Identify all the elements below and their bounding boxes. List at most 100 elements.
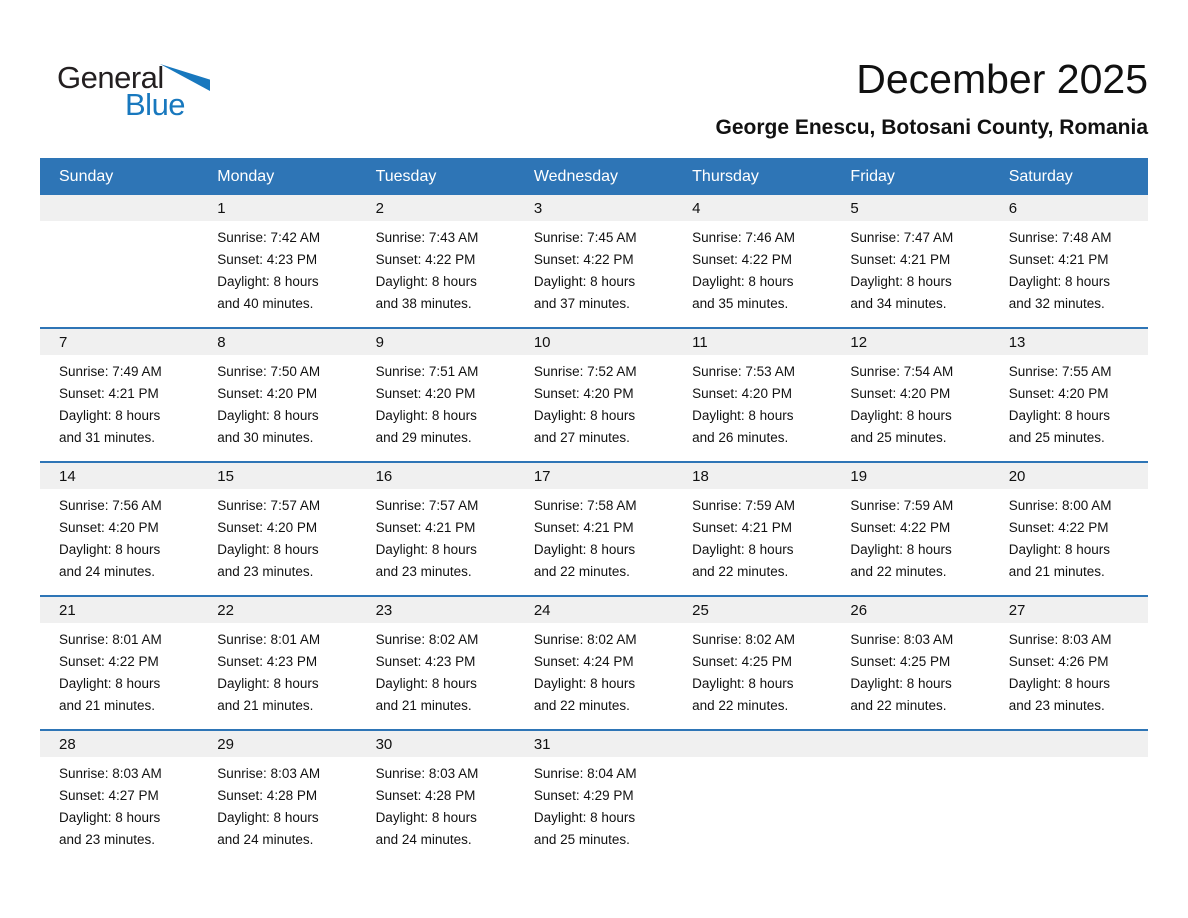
daylight-line-1: Daylight: 8 hours xyxy=(375,676,477,691)
day-details: Sunrise: 7:54 AM Sunset: 4:20 PM Daylight:… xyxy=(831,355,989,461)
sunset-line: Sunset: 4:27 PM xyxy=(59,788,159,803)
day-number xyxy=(989,731,1148,757)
daylight-line-1: Daylight: 8 hours xyxy=(375,542,477,557)
week-row: 14 Sunrise: 7:56 AM Sunset: 4:20 PM Dayligh… xyxy=(40,461,1148,595)
day-number: 4 xyxy=(673,195,832,221)
day-details xyxy=(40,221,198,327)
day-number: 23 xyxy=(356,597,515,623)
sunrise-line: Sunrise: 7:58 AM xyxy=(533,498,637,513)
sunset-line: Sunset: 4:21 PM xyxy=(59,386,159,401)
week-row: 1 Sunrise: 7:42 AM Sunset: 4:23 PM Daylight… xyxy=(40,195,1148,327)
weekday-header-monday: Monday xyxy=(217,168,275,185)
daylight-line-1: Daylight: 8 hours xyxy=(217,810,319,825)
day-number: 30 xyxy=(356,731,515,757)
day-details: Sunrise: 8:03 AM Sunset: 4:28 PM Daylight:… xyxy=(198,757,356,863)
daylight-line-1: Daylight: 8 hours xyxy=(217,274,319,289)
day-cell-4: 4 Sunrise: 7:46 AM Sunset: 4:22 PM Daylight… xyxy=(673,195,832,327)
day-number: 10 xyxy=(514,329,674,355)
daylight-line-2: and 35 minutes. xyxy=(692,296,789,311)
sunset-line: Sunset: 4:26 PM xyxy=(1008,654,1109,669)
sunrise-line: Sunrise: 8:03 AM xyxy=(375,766,479,781)
day-details: Sunrise: 8:02 AM Sunset: 4:25 PM Daylight:… xyxy=(673,623,831,729)
logo-text-blue: Blue xyxy=(125,87,186,122)
sunrise-line: Sunrise: 7:42 AM xyxy=(217,230,321,245)
day-cell-6: 6 Sunrise: 7:48 AM Sunset: 4:21 PM Daylight… xyxy=(989,195,1148,327)
sunset-line: Sunset: 4:22 PM xyxy=(850,520,951,535)
sunset-line: Sunset: 4:21 PM xyxy=(692,520,792,535)
day-number: 12 xyxy=(831,329,990,355)
day-number: 20 xyxy=(989,463,1148,489)
sunset-line: Sunset: 4:22 PM xyxy=(533,252,634,267)
daylight-line-1: Daylight: 8 hours xyxy=(59,810,161,825)
sunrise-line: Sunrise: 8:03 AM xyxy=(850,632,954,647)
day-details: Sunrise: 8:01 AM Sunset: 4:22 PM Daylight:… xyxy=(40,623,198,729)
daylight-line-2: and 26 minutes. xyxy=(692,430,789,445)
weekday-header-saturday: Saturday xyxy=(1008,168,1073,185)
day-cell-30: 30 Sunrise: 8:03 AM Sunset: 4:28 PM Dayligh… xyxy=(356,731,515,863)
sunset-line: Sunset: 4:22 PM xyxy=(1008,520,1109,535)
daylight-line-1: Daylight: 8 hours xyxy=(692,274,794,289)
sunrise-line: Sunrise: 7:46 AM xyxy=(692,230,795,245)
day-cell-7: 7 Sunrise: 7:49 AM Sunset: 4:21 PM Daylight… xyxy=(40,329,199,461)
daylight-line-2: and 23 minutes. xyxy=(59,832,156,847)
sunset-line: Sunset: 4:29 PM xyxy=(533,788,634,803)
sunset-line: Sunset: 4:20 PM xyxy=(59,520,159,535)
daylight-line-1: Daylight: 8 hours xyxy=(533,542,636,557)
day-number: 27 xyxy=(989,597,1148,623)
sunrise-line: Sunrise: 7:49 AM xyxy=(59,364,162,379)
daylight-line-2: and 29 minutes. xyxy=(375,430,472,445)
weekday-header-friday: Friday xyxy=(850,168,895,185)
sunrise-line: Sunrise: 7:57 AM xyxy=(375,498,479,513)
sunset-line: Sunset: 4:22 PM xyxy=(59,654,159,669)
daylight-line-1: Daylight: 8 hours xyxy=(692,542,794,557)
day-cell-16: 16 Sunrise: 7:57 AM Sunset: 4:21 PM Dayligh… xyxy=(356,463,515,595)
sunrise-line: Sunrise: 7:54 AM xyxy=(850,364,954,379)
sunset-line: Sunset: 4:20 PM xyxy=(217,520,318,535)
daylight-line-2: and 22 minutes. xyxy=(533,698,630,713)
day-details: Sunrise: 7:58 AM Sunset: 4:21 PM Daylight:… xyxy=(515,489,673,595)
sunrise-line: Sunrise: 7:43 AM xyxy=(375,230,479,245)
week-row: 7 Sunrise: 7:49 AM Sunset: 4:21 PM Daylight… xyxy=(40,327,1148,461)
day-number xyxy=(673,731,832,757)
day-cell-31: 31 Sunrise: 8:04 AM Sunset: 4:29 PM Dayligh… xyxy=(514,731,674,863)
day-cell-8: 8 Sunrise: 7:50 AM Sunset: 4:20 PM Daylight… xyxy=(198,329,357,461)
day-cell-13: 13 Sunrise: 7:55 AM Sunset: 4:20 PM Dayligh… xyxy=(989,329,1148,461)
day-details: Sunrise: 8:02 AM Sunset: 4:24 PM Daylight:… xyxy=(515,623,673,729)
day-details: Sunrise: 7:51 AM Sunset: 4:20 PM Daylight:… xyxy=(357,355,515,461)
day-number: 29 xyxy=(198,731,357,757)
sunset-line: Sunset: 4:23 PM xyxy=(217,252,318,267)
day-cell-15: 15 Sunrise: 7:57 AM Sunset: 4:20 PM Dayligh… xyxy=(198,463,357,595)
day-number: 19 xyxy=(831,463,990,489)
sunrise-line: Sunrise: 7:52 AM xyxy=(533,364,637,379)
day-cell-empty xyxy=(673,731,832,863)
day-cell-24: 24 Sunrise: 8:02 AM Sunset: 4:24 PM Dayligh… xyxy=(514,597,674,729)
daylight-line-2: and 27 minutes. xyxy=(533,430,630,445)
daylight-line-1: Daylight: 8 hours xyxy=(59,542,161,557)
daylight-line-2: and 34 minutes. xyxy=(850,296,947,311)
day-cell-20: 20 Sunrise: 8:00 AM Sunset: 4:22 PM Dayligh… xyxy=(989,463,1148,595)
sunrise-line: Sunrise: 8:03 AM xyxy=(59,766,162,781)
daylight-line-1: Daylight: 8 hours xyxy=(533,274,636,289)
day-cell-22: 22 Sunrise: 8:01 AM Sunset: 4:23 PM Dayligh… xyxy=(198,597,357,729)
day-details: Sunrise: 8:01 AM Sunset: 4:23 PM Daylight:… xyxy=(198,623,356,729)
day-number: 31 xyxy=(514,731,674,757)
day-details: Sunrise: 8:02 AM Sunset: 4:23 PM Daylight:… xyxy=(357,623,515,729)
sunrise-line: Sunrise: 8:02 AM xyxy=(533,632,637,647)
daylight-line-2: and 32 minutes. xyxy=(1008,296,1105,311)
calendar-weeks: 1 Sunrise: 7:42 AM Sunset: 4:23 PM Daylight… xyxy=(40,195,1148,863)
week-row: 21 Sunrise: 8:01 AM Sunset: 4:22 PM Dayligh… xyxy=(40,595,1148,729)
sunset-line: Sunset: 4:20 PM xyxy=(692,386,792,401)
daylight-line-2: and 24 minutes. xyxy=(375,832,472,847)
weekday-header-tuesday: Tuesday xyxy=(375,168,437,185)
day-number: 3 xyxy=(514,195,674,221)
day-cell-2: 2 Sunrise: 7:43 AM Sunset: 4:22 PM Daylight… xyxy=(356,195,515,327)
day-details: Sunrise: 8:03 AM Sunset: 4:26 PM Daylight:… xyxy=(990,623,1148,729)
day-number: 26 xyxy=(831,597,990,623)
sunset-line: Sunset: 4:28 PM xyxy=(375,788,476,803)
daylight-line-2: and 24 minutes. xyxy=(217,832,314,847)
sunset-line: Sunset: 4:21 PM xyxy=(533,520,634,535)
day-details: Sunrise: 7:53 AM Sunset: 4:20 PM Daylight:… xyxy=(673,355,831,461)
daylight-line-2: and 23 minutes. xyxy=(217,564,314,579)
day-details: Sunrise: 7:59 AM Sunset: 4:21 PM Daylight:… xyxy=(673,489,831,595)
sunset-line: Sunset: 4:20 PM xyxy=(533,386,634,401)
